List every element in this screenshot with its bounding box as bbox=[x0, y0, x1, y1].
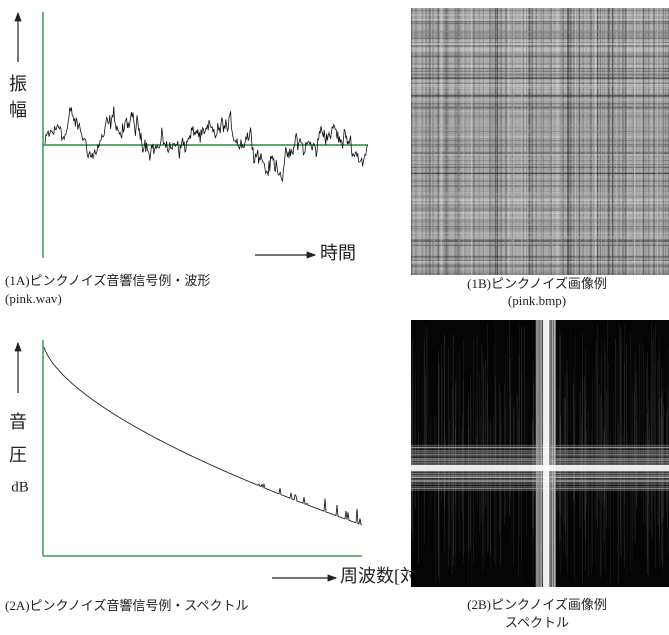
y-label: 音 bbox=[9, 412, 27, 432]
cross-vertical bbox=[543, 320, 549, 587]
y-label: dB bbox=[11, 479, 29, 495]
y-label: 圧 bbox=[9, 445, 27, 465]
caption: (1B)ピンクノイズ画像例 bbox=[467, 276, 607, 291]
caption: (1A)ピンクノイズ音響信号例・波形 bbox=[5, 273, 210, 288]
waveform-panel: 振 幅 時間 (1A)ピンクノイズ音響信号例・波形 (pink.wav) bbox=[5, 12, 368, 306]
caption: (pink.bmp) bbox=[508, 293, 566, 308]
caption: スペクトル bbox=[505, 615, 569, 630]
caption: (2A)ピンクノイズ音響信号例・スペクトル bbox=[5, 598, 248, 613]
spectrum-panel: 音 圧 dB 周波数[対数] (2A)ピンクノイズ音響信号例・スペクトル bbox=[5, 340, 442, 613]
caption: (pink.wav) bbox=[5, 291, 62, 306]
x-label: 時間 bbox=[320, 243, 356, 263]
fft-image-panel: (2B)ピンクノイズ画像例 スペクトル bbox=[411, 320, 669, 630]
spectrum-curve bbox=[44, 347, 362, 525]
y-label: 幅 bbox=[9, 100, 27, 120]
cross-horizontal bbox=[411, 465, 669, 471]
caption: (2B)ピンクノイズ画像例 bbox=[467, 597, 607, 612]
waveform bbox=[45, 107, 367, 181]
noise-image-panel: (1B)ピンクノイズ画像例 (pink.bmp) bbox=[411, 8, 669, 308]
figure: 振 幅 時間 (1A)ピンクノイズ音響信号例・波形 (pink.wav) (1B… bbox=[0, 0, 669, 635]
y-label: 振 bbox=[9, 74, 27, 94]
